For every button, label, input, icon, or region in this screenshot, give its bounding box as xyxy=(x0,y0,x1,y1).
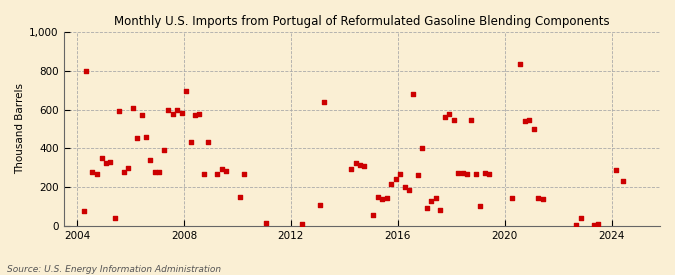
Point xyxy=(475,203,485,208)
Point xyxy=(373,195,383,199)
Point xyxy=(297,222,308,226)
Point xyxy=(417,146,428,150)
Point xyxy=(234,195,245,199)
Point xyxy=(127,105,138,110)
Point xyxy=(261,221,271,225)
Point xyxy=(190,113,200,117)
Point xyxy=(611,167,622,172)
Point xyxy=(537,197,548,201)
Point xyxy=(105,160,115,164)
Point xyxy=(529,127,539,131)
Point xyxy=(575,216,586,220)
Point xyxy=(457,170,468,175)
Text: Source: U.S. Energy Information Administration: Source: U.S. Energy Information Administ… xyxy=(7,265,221,274)
Point xyxy=(453,170,464,175)
Point xyxy=(181,89,192,93)
Point xyxy=(571,223,582,227)
Point xyxy=(96,156,107,160)
Point xyxy=(123,166,134,170)
Point xyxy=(354,163,365,167)
Point xyxy=(167,112,178,117)
Point xyxy=(176,111,187,116)
Point xyxy=(221,168,232,173)
Point xyxy=(395,172,406,177)
Point xyxy=(198,172,209,177)
Point xyxy=(239,172,250,177)
Point xyxy=(319,100,329,104)
Point xyxy=(448,118,459,122)
Point xyxy=(444,112,455,117)
Y-axis label: Thousand Barrels: Thousand Barrels xyxy=(15,83,25,174)
Point xyxy=(109,216,120,220)
Point xyxy=(92,171,103,176)
Point xyxy=(78,209,89,214)
Point xyxy=(136,113,147,117)
Point xyxy=(421,206,432,211)
Point xyxy=(390,177,401,182)
Point xyxy=(140,134,151,139)
Point xyxy=(466,118,477,122)
Point xyxy=(346,166,356,171)
Point xyxy=(154,169,165,174)
Point xyxy=(435,208,446,213)
Point xyxy=(101,161,111,165)
Point xyxy=(315,202,325,207)
Point xyxy=(159,148,169,152)
Point xyxy=(520,119,531,123)
Point xyxy=(80,68,91,73)
Point xyxy=(431,196,441,200)
Point xyxy=(118,169,129,174)
Point xyxy=(404,188,414,192)
Point xyxy=(506,196,517,200)
Point xyxy=(484,171,495,176)
Point xyxy=(593,222,604,226)
Point xyxy=(350,161,361,165)
Point xyxy=(163,107,173,112)
Point xyxy=(212,172,223,177)
Point xyxy=(114,109,125,114)
Point xyxy=(87,169,98,174)
Point xyxy=(150,169,161,174)
Point xyxy=(185,140,196,145)
Point xyxy=(589,223,599,227)
Point xyxy=(524,118,535,122)
Point xyxy=(203,140,214,145)
Point xyxy=(618,179,628,183)
Point xyxy=(462,171,472,176)
Point xyxy=(439,115,450,119)
Point xyxy=(368,213,379,218)
Point xyxy=(145,158,156,162)
Point xyxy=(172,107,183,112)
Point xyxy=(381,196,392,200)
Point xyxy=(377,197,387,201)
Point xyxy=(426,199,437,203)
Point xyxy=(399,185,410,189)
Point xyxy=(386,182,397,186)
Point xyxy=(132,136,142,140)
Point xyxy=(470,171,481,176)
Point xyxy=(479,170,490,175)
Point xyxy=(515,62,526,66)
Point xyxy=(194,112,205,117)
Point xyxy=(217,166,227,171)
Point xyxy=(412,173,423,178)
Title: Monthly U.S. Imports from Portugal of Reformulated Gasoline Blending Components: Monthly U.S. Imports from Portugal of Re… xyxy=(114,15,610,28)
Point xyxy=(533,196,543,200)
Point xyxy=(408,92,418,96)
Point xyxy=(359,164,370,168)
